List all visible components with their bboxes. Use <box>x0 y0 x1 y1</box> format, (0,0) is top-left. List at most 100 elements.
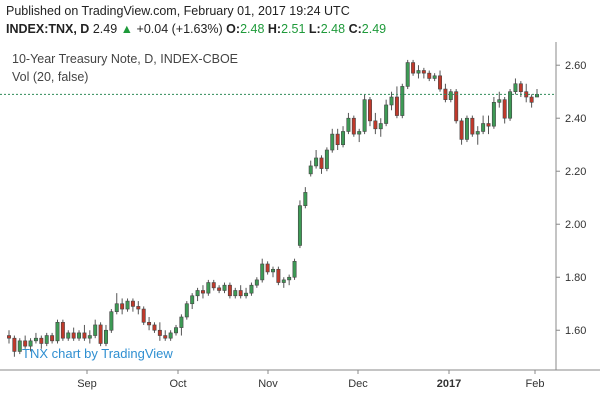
candle-body <box>227 284 232 297</box>
candle <box>443 83 448 103</box>
candle <box>303 187 308 209</box>
candle-body <box>373 120 378 130</box>
candle-body <box>287 276 292 281</box>
candle <box>50 332 55 344</box>
candlestick-chart[interactable]: 2.60 2.40 2.20 2.00 1.80 1.60 Sep Oct Nov Dec 201… <box>0 42 600 402</box>
candle-body <box>147 321 152 326</box>
candle <box>324 147 329 172</box>
candle-body <box>195 290 200 297</box>
candle-body <box>184 303 189 318</box>
candle <box>281 277 286 288</box>
candle-body <box>98 324 103 344</box>
candle <box>486 115 491 135</box>
candle-body <box>427 72 432 79</box>
candle <box>152 322 157 333</box>
candle <box>389 91 394 111</box>
chart-header: Published on TradingView.com, February 0… <box>0 0 600 42</box>
candle-body <box>260 263 265 281</box>
candle-body <box>17 340 22 352</box>
price-tick-label: 1.60 <box>565 325 586 337</box>
candle-body <box>130 300 135 307</box>
candle <box>400 83 405 119</box>
chart-area[interactable]: 2.60 2.40 2.20 2.00 1.80 1.60 Sep Oct Nov Dec 201… <box>0 42 600 402</box>
candle <box>535 89 539 98</box>
candle-body <box>464 117 469 140</box>
candle <box>341 126 346 148</box>
candle-body <box>141 308 146 323</box>
candle <box>66 330 71 341</box>
candle <box>405 59 410 90</box>
time-axis[interactable]: Sep Oct Nov Dec 2017 Feb <box>0 369 600 390</box>
candle-body <box>157 329 162 336</box>
candle-body <box>330 133 335 151</box>
candle <box>287 274 292 286</box>
candle <box>427 70 432 82</box>
candle <box>351 115 356 137</box>
candle-body <box>357 131 362 135</box>
candle-body <box>416 70 421 74</box>
candle <box>357 128 362 143</box>
candle <box>7 330 11 344</box>
candle-body <box>82 332 87 339</box>
candle <box>432 73 437 82</box>
candle-body <box>319 157 324 169</box>
high-label: H: <box>267 22 282 36</box>
low-label: L: <box>308 22 321 36</box>
open-value: 2.48 <box>240 22 265 36</box>
candle <box>174 324 178 336</box>
candle-body <box>168 332 173 339</box>
candle <box>147 316 152 331</box>
volume-legend: Vol (20, false) <box>12 70 89 84</box>
candle <box>513 78 518 95</box>
candle <box>330 128 335 153</box>
candle-body <box>60 321 65 339</box>
candle-body <box>125 300 130 310</box>
candle-body <box>362 99 367 132</box>
candle <box>384 99 389 127</box>
candle-body <box>308 165 313 175</box>
candle <box>502 97 507 124</box>
candle <box>470 115 475 137</box>
candle-body <box>438 75 442 90</box>
candle <box>475 126 480 145</box>
candle <box>448 89 453 103</box>
price-tick-label: 2.00 <box>565 219 586 231</box>
candle <box>33 332 38 344</box>
candle-body <box>44 335 49 344</box>
candle-body <box>368 99 372 122</box>
candle-body <box>276 268 281 283</box>
candle <box>82 324 87 341</box>
candle <box>163 330 168 341</box>
candle-body <box>23 340 28 347</box>
candle <box>314 150 319 169</box>
candle <box>292 258 297 280</box>
candle-body <box>217 287 222 291</box>
candle <box>44 332 49 347</box>
candle-body <box>33 337 38 342</box>
watermark-link[interactable]: TNX chart by TradingView <box>22 346 173 361</box>
open-label: O: <box>226 22 241 36</box>
candle-body <box>163 335 168 339</box>
candle-body <box>55 321 60 342</box>
candle-body <box>486 123 491 127</box>
candle-body <box>109 311 114 331</box>
candle <box>227 282 232 299</box>
candle <box>60 319 65 341</box>
candle-body <box>28 340 33 347</box>
price-axis[interactable]: 2.60 2.40 2.20 2.00 1.80 1.60 <box>555 42 586 370</box>
candle <box>190 293 195 310</box>
candle <box>125 298 130 312</box>
candle-body <box>136 306 141 310</box>
candle-body <box>281 279 286 283</box>
candle <box>411 59 416 76</box>
candle <box>491 97 496 129</box>
candle-body <box>529 96 534 103</box>
candle-body <box>244 292 249 297</box>
candle-body <box>421 70 426 74</box>
candle-body <box>303 192 308 206</box>
time-tick-label: Feb <box>526 378 545 390</box>
candle-body <box>200 290 205 294</box>
candle-body <box>179 316 184 328</box>
candle-body <box>7 335 11 339</box>
candle <box>378 118 383 137</box>
